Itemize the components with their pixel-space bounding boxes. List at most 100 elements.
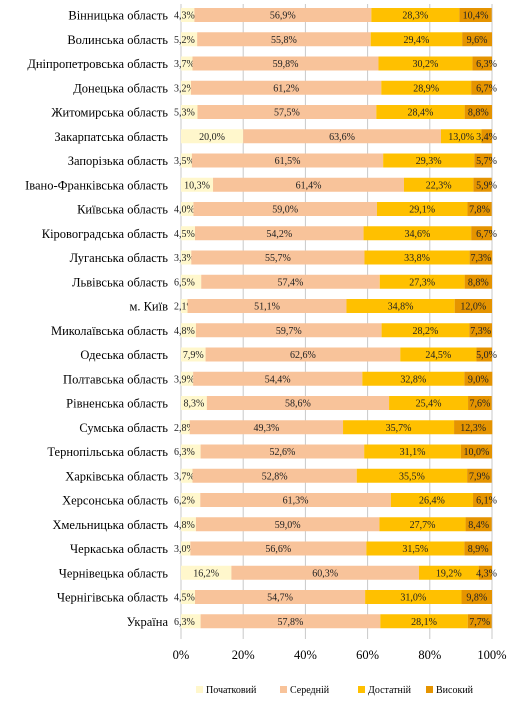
- data-label: 10,4%: [463, 11, 489, 22]
- data-label: 7,3%: [470, 326, 491, 337]
- bar-segment: [465, 517, 492, 532]
- data-label: 30,2%: [413, 59, 439, 70]
- bar-segment: [362, 371, 465, 386]
- data-label: 59,8%: [273, 59, 299, 70]
- bar-segment: [181, 80, 191, 95]
- category-label: Закарпатська область: [54, 130, 168, 144]
- data-label: 61,4%: [296, 180, 322, 191]
- bar-row: 5,2% 55,8% 29,4% 9,6%: [174, 32, 492, 47]
- bar-segment: [472, 56, 492, 71]
- data-label: 62,6%: [290, 350, 316, 361]
- bar-segment: [205, 347, 401, 362]
- bar-segment: [206, 396, 390, 410]
- bar-segment: [181, 493, 201, 507]
- legend-swatch: [196, 686, 203, 693]
- legend-label: Високий: [436, 685, 474, 696]
- bar-segment: [467, 614, 492, 629]
- category-label: Донецька область: [73, 81, 168, 95]
- bar-segment: [379, 517, 466, 532]
- data-label: 35,5%: [399, 471, 425, 482]
- data-label: 5,9%: [476, 180, 497, 191]
- bar-segment: [193, 202, 377, 216]
- data-label: 10,0%: [464, 447, 490, 458]
- data-label: 59,7%: [276, 326, 302, 337]
- bar-segment: [194, 8, 372, 22]
- bar-segment: [181, 8, 195, 22]
- x-tick-label: 60%: [356, 648, 379, 662]
- data-label: 4,8%: [174, 326, 195, 337]
- bar-segment: [181, 444, 201, 459]
- data-label: 28,2%: [413, 326, 439, 337]
- data-label: 5,2%: [174, 35, 195, 46]
- data-label: 34,6%: [404, 229, 430, 240]
- bar-segment: [471, 226, 492, 241]
- bar-segment: [231, 565, 419, 580]
- data-label: 4,3%: [476, 568, 497, 579]
- bar-segment: [366, 541, 465, 556]
- bar-segment: [464, 541, 492, 556]
- bar-segment: [473, 177, 492, 192]
- bar-segment: [190, 541, 367, 556]
- legend-label: Достатній: [368, 685, 412, 696]
- bar-segment: [403, 177, 474, 192]
- bar-segment: [181, 32, 198, 47]
- data-label: 31,0%: [400, 593, 426, 604]
- bar-row: 2,8% 49,3% 35,7% 12,3%: [174, 420, 493, 435]
- data-label: 5,7%: [476, 156, 497, 167]
- bar-segment: [193, 371, 363, 386]
- bar-segment: [200, 444, 365, 459]
- category-labels: Вінницька область Волинська область Дніпро…: [25, 9, 168, 629]
- category-label: Волинська область: [67, 33, 168, 47]
- data-label: 8,3%: [183, 399, 204, 410]
- legend-label: Середній: [290, 685, 330, 696]
- bar-row: 3,0% 56,6% 31,5% 8,9%: [174, 541, 492, 556]
- bar-row: 8,3% 58,6% 25,4% 7,6%: [181, 396, 492, 410]
- bar-segment: [473, 493, 492, 507]
- data-label: 3,2%: [174, 83, 195, 94]
- bar-segment: [381, 80, 472, 95]
- bar-segment: [181, 299, 188, 313]
- bar-segment: [469, 250, 493, 265]
- data-label: 29,4%: [404, 35, 430, 46]
- data-label: 6,3%: [476, 59, 497, 70]
- category-label: Полтавська область: [63, 372, 168, 386]
- bar-row: 6,5% 57,4% 27,3% 8,8%: [174, 274, 492, 289]
- data-label: 26,4%: [419, 496, 445, 507]
- category-label: Україна: [127, 615, 169, 629]
- data-label: 63,6%: [329, 132, 355, 143]
- category-label: Луганська область: [70, 251, 169, 265]
- data-label: 29,1%: [409, 205, 435, 216]
- data-label: 4,0%: [174, 205, 195, 216]
- x-tick-label: 100%: [477, 648, 506, 662]
- bar-segment: [192, 56, 379, 71]
- legend-item: Достатній: [358, 685, 412, 696]
- data-label: 31,5%: [402, 544, 428, 555]
- bar-row: 7,9% 62,6% 24,5% 5,0%: [181, 347, 497, 362]
- x-tick-label: 80%: [418, 648, 441, 662]
- data-label: 61,3%: [283, 496, 309, 507]
- data-label: 57,8%: [278, 617, 304, 628]
- bar-segment: [365, 590, 462, 604]
- data-label: 57,4%: [278, 277, 304, 288]
- data-label: 59,0%: [275, 520, 301, 531]
- data-label: 57,5%: [274, 108, 300, 119]
- bar-segment: [364, 250, 470, 265]
- bar-segment: [378, 56, 473, 71]
- category-label: Черкаська область: [70, 542, 168, 556]
- data-label: 28,1%: [411, 617, 437, 628]
- bar-segment: [400, 347, 477, 362]
- bar-segment: [454, 420, 493, 435]
- data-label: 19,2%: [436, 568, 462, 579]
- bar-segment: [376, 105, 465, 119]
- bar-segment: [460, 444, 492, 459]
- data-label: 34,8%: [388, 302, 414, 313]
- bar-segment: [191, 153, 384, 168]
- x-tick-label: 0%: [173, 648, 190, 662]
- data-label: 6,7%: [476, 83, 497, 94]
- bar-segment: [181, 177, 214, 192]
- data-label: 22,3%: [426, 180, 452, 191]
- bar-segment: [181, 226, 195, 241]
- legend-label: Початковий: [206, 685, 257, 696]
- x-tick-label: 20%: [232, 648, 255, 662]
- data-label: 2,1%: [174, 302, 195, 313]
